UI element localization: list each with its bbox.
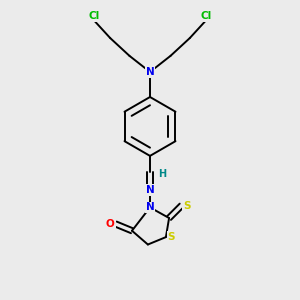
Text: O: O: [106, 219, 115, 229]
Text: S: S: [183, 200, 190, 211]
Text: Cl: Cl: [200, 11, 211, 21]
Text: N: N: [146, 185, 154, 195]
Text: N: N: [146, 202, 154, 212]
Text: Cl: Cl: [88, 11, 100, 21]
Text: H: H: [158, 169, 166, 178]
Text: N: N: [146, 67, 154, 77]
Text: S: S: [167, 232, 175, 242]
